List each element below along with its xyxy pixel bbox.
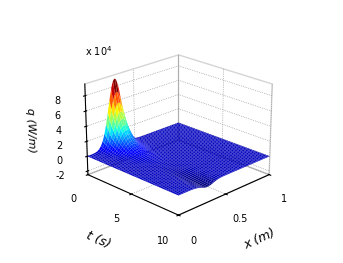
Y-axis label: t (s): t (s) [84, 229, 112, 251]
X-axis label: x (m): x (m) [241, 227, 277, 252]
Text: x 10$^{4}$: x 10$^{4}$ [85, 44, 112, 58]
